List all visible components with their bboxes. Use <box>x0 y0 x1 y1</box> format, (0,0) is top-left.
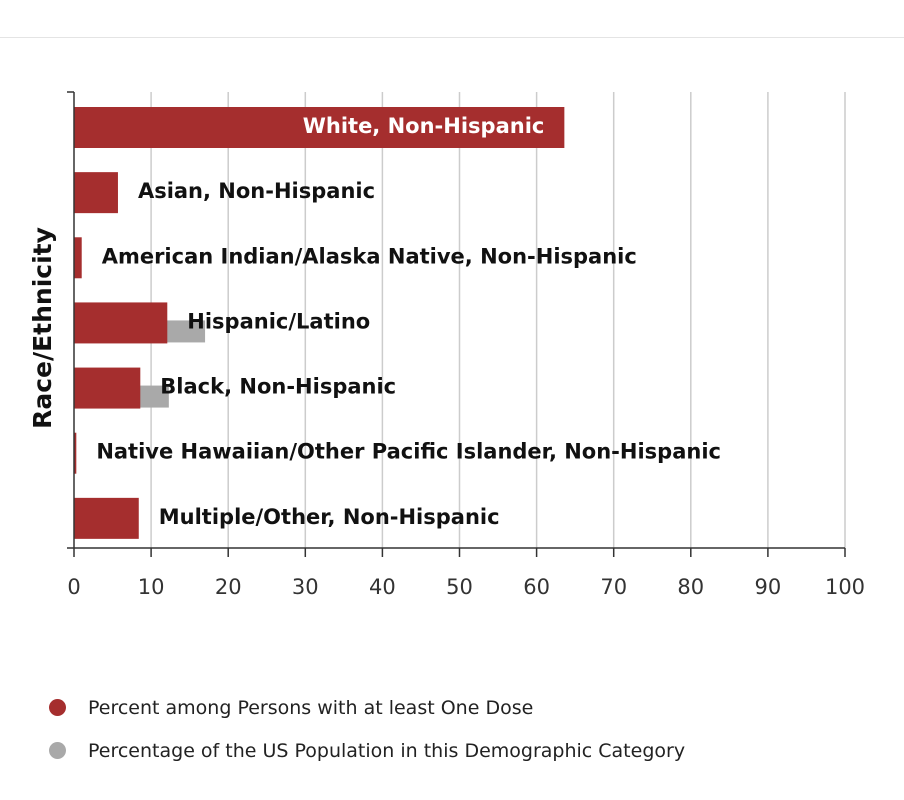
axes: 0 10 20 30 40 50 60 70 80 90 100 <box>67 91 865 599</box>
x-tick-label: 20 <box>215 575 242 599</box>
x-tick-label: 30 <box>292 575 319 599</box>
bar-dose <box>74 367 141 409</box>
bars <box>74 107 565 539</box>
legend: Percent among Persons with at least One … <box>46 686 685 772</box>
bar-dose <box>74 237 82 279</box>
legend-label: Percentage of the US Population in this … <box>88 739 686 762</box>
category-label: Multiple/Other, Non-Hispanic <box>159 505 500 529</box>
category-label: American Indian/Alaska Native, Non-Hispa… <box>102 244 637 268</box>
bar-dose <box>74 302 168 344</box>
x-tick-label: 60 <box>523 575 550 599</box>
x-tick-label: 100 <box>825 575 865 599</box>
bar-dose <box>74 172 118 214</box>
bar-dose <box>74 432 77 474</box>
legend-dot-icon <box>49 699 66 716</box>
legend-item-series1[interactable]: Percent among Persons with at least One … <box>46 686 685 729</box>
x-tick-label: 0 <box>67 575 80 599</box>
legend-dot-icon <box>49 742 66 759</box>
bar-chart: 0 10 20 30 40 50 60 70 80 90 100 White, Non-Hispan… <box>28 91 865 599</box>
x-tick-label: 50 <box>446 575 473 599</box>
legend-label: Percent among Persons with at least One … <box>88 696 534 719</box>
category-label: Native Hawaiian/Other Pacific Islander, … <box>96 440 721 464</box>
category-labels: White, Non-Hispanic Asian, Non-Hispanic Am… <box>96 114 721 529</box>
gridlines <box>150 92 846 548</box>
legend-item-series2[interactable]: Percentage of the US Population in this … <box>46 729 685 772</box>
y-axis-title: Race/Ethnicity <box>28 227 57 429</box>
category-label: Black, Non-Hispanic <box>160 375 396 399</box>
bar-dose <box>74 107 565 148</box>
category-label: White, Non-Hispanic <box>303 114 545 138</box>
x-tick-label: 90 <box>755 575 782 599</box>
x-tick-label: 10 <box>138 575 165 599</box>
category-label: Asian, Non-Hispanic <box>138 179 375 203</box>
x-tick-label: 80 <box>677 575 704 599</box>
top-divider <box>0 37 904 38</box>
x-tick-label: 70 <box>600 575 627 599</box>
x-tick-label: 40 <box>369 575 396 599</box>
bar-dose <box>74 497 139 539</box>
category-label: Hispanic/Latino <box>187 309 370 333</box>
